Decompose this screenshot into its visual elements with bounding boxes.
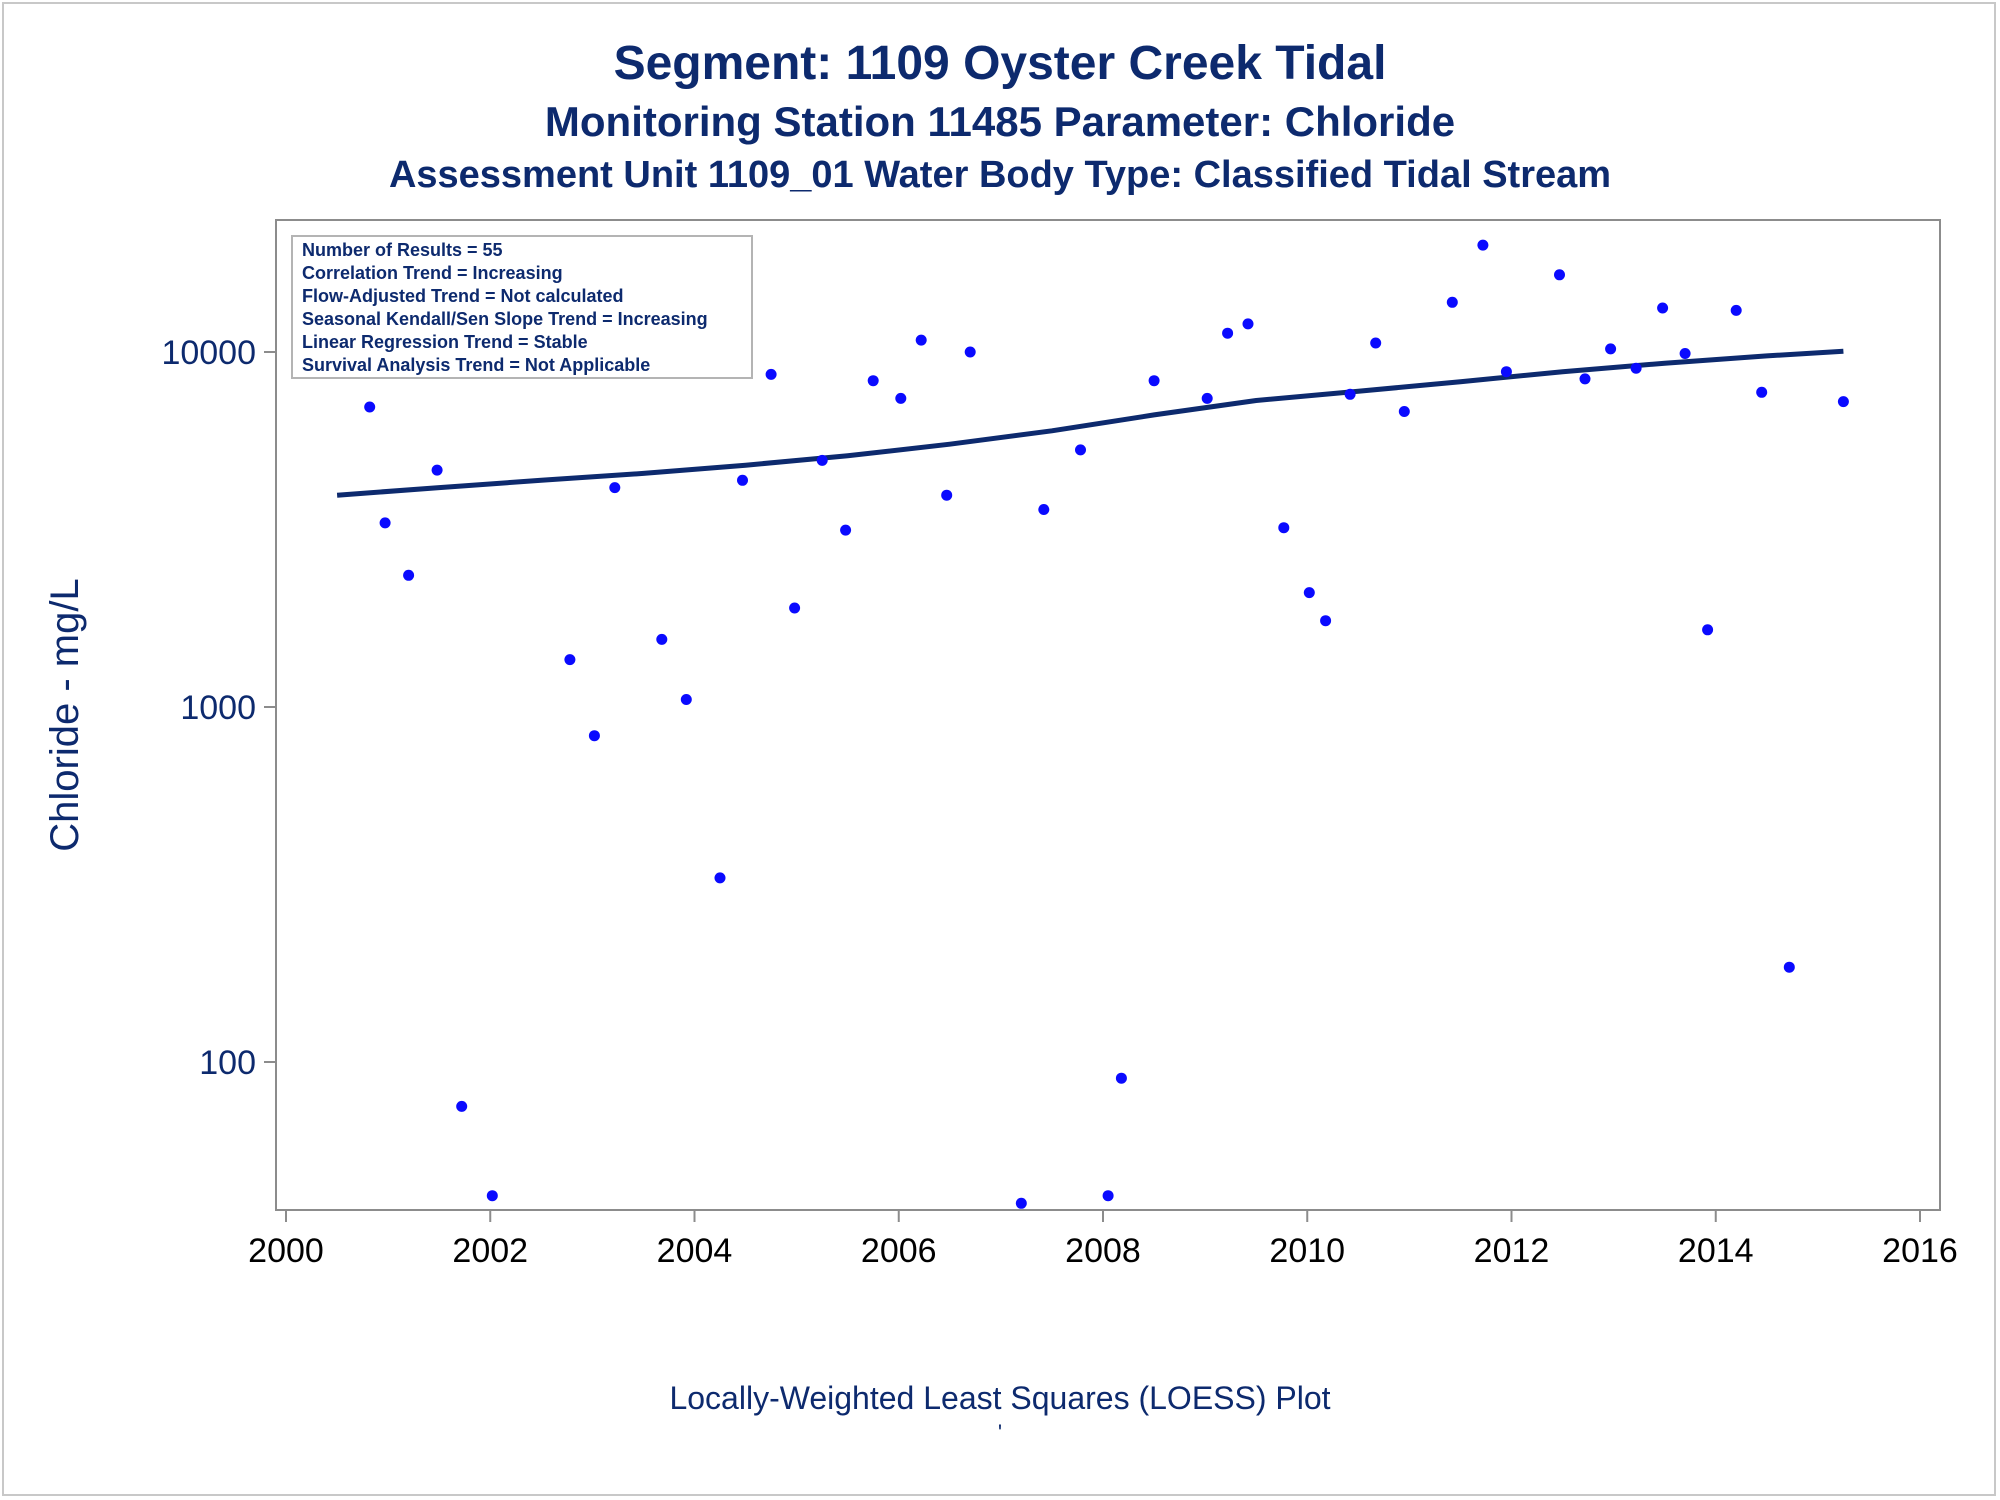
- data-point: [1730, 304, 1742, 316]
- y-axis: 100 1000 10000: [161, 334, 276, 1082]
- x-tick-label: 2002: [452, 1232, 528, 1270]
- data-point: [1115, 1072, 1127, 1084]
- data-point: [816, 454, 828, 466]
- data-point: [564, 654, 576, 666]
- data-point: [765, 368, 777, 380]
- data-point: [1201, 392, 1213, 404]
- data-point: [456, 1100, 468, 1112]
- data-point: [486, 1190, 498, 1202]
- data-point: [789, 602, 801, 614]
- loess-series: [336, 348, 1844, 498]
- x-tick-label: 2004: [657, 1232, 733, 1270]
- x-tick-label: 2008: [1065, 1232, 1141, 1270]
- chart-subtitle-assessment-unit: Assessment Unit 1109_01 Water Body Type:…: [388, 154, 1612, 196]
- y-tick-label: 1000: [180, 689, 256, 727]
- data-point: [364, 401, 376, 413]
- data-point: [1242, 318, 1254, 330]
- chart-subtitle-station: Monitoring Station 11485 Parameter: Chlo…: [544, 98, 1456, 145]
- data-point: [1370, 337, 1382, 349]
- data-point: [1303, 587, 1315, 599]
- data-point: [895, 392, 907, 404]
- legend-entry: Linear Regression Trend = Stable: [302, 332, 588, 352]
- data-point: [1278, 522, 1290, 534]
- data-point: [1102, 1190, 1114, 1202]
- data-point: [1657, 302, 1669, 314]
- data-point: [1554, 269, 1565, 281]
- data-point: [1605, 343, 1617, 355]
- footnote-mark: ': [997, 1420, 1003, 1445]
- data-point: [1398, 406, 1410, 417]
- data-point: [1320, 615, 1332, 627]
- plot-area: [275, 219, 1941, 1211]
- legend-entry: Survival Analysis Trend = Not Applicable: [302, 355, 650, 375]
- data-point: [1015, 1197, 1027, 1209]
- legend-entry: Number of Results = 55: [302, 240, 503, 260]
- x-tick-label: 2000: [248, 1232, 324, 1270]
- data-point: [1702, 624, 1714, 636]
- x-tick-label: 2012: [1474, 1232, 1550, 1270]
- data-point: [609, 482, 621, 494]
- scatter-series: [328, 239, 1849, 1209]
- x-tick-label: 2014: [1678, 1232, 1754, 1270]
- data-point: [680, 694, 692, 705]
- data-point: [941, 489, 953, 501]
- x-axis: 2000 2002 2004 2006 2008 2010 2012 2014 2016: [248, 1210, 1958, 1270]
- data-point: [1446, 296, 1458, 308]
- data-point: [1579, 373, 1591, 385]
- data-point: [1038, 504, 1050, 515]
- data-point: [1477, 239, 1489, 251]
- plot-footnote: Locally-Weighted Least Squares (LOESS) P…: [669, 1380, 1331, 1416]
- y-tick-label: 10000: [161, 334, 256, 372]
- data-point: [431, 464, 443, 476]
- loess-line: [336, 348, 1844, 498]
- data-point: [1783, 961, 1795, 973]
- legend-entry: Flow-Adjusted Trend = Not calculated: [302, 286, 624, 306]
- legend-entry: Correlation Trend = Increasing: [302, 263, 563, 283]
- data-point: [588, 730, 600, 742]
- data-point: [714, 872, 726, 884]
- data-point: [867, 375, 879, 387]
- data-point: [964, 346, 976, 358]
- data-point: [1837, 396, 1849, 408]
- chart-title: Segment: 1109 Oyster Creek Tidal: [613, 37, 1387, 90]
- data-point: [1630, 362, 1642, 374]
- data-point: [1679, 348, 1691, 359]
- data-point: [915, 334, 927, 346]
- data-point: [656, 633, 668, 645]
- data-point: [1148, 375, 1160, 387]
- data-point: [1344, 388, 1356, 400]
- data-point: [403, 569, 415, 581]
- data-point: [840, 524, 852, 536]
- y-tick-label: 100: [199, 1044, 256, 1082]
- data-point: [1075, 444, 1086, 456]
- data-point: [1500, 366, 1512, 378]
- y-axis-label: Chloride - mg/L: [43, 578, 87, 851]
- data-point: [1222, 327, 1234, 339]
- legend-box: [291, 235, 753, 379]
- data-point: [1756, 386, 1768, 398]
- data-point: [737, 474, 748, 486]
- stats-legend: Number of Results = 55 Correlation Trend …: [291, 235, 753, 379]
- x-tick-label: 2006: [861, 1232, 937, 1270]
- x-tick-label: 2016: [1882, 1232, 1958, 1270]
- x-tick-label: 2010: [1269, 1232, 1345, 1270]
- data-point: [379, 517, 391, 529]
- legend-entry: Seasonal Kendall/Sen Slope Trend = Incre…: [302, 309, 708, 329]
